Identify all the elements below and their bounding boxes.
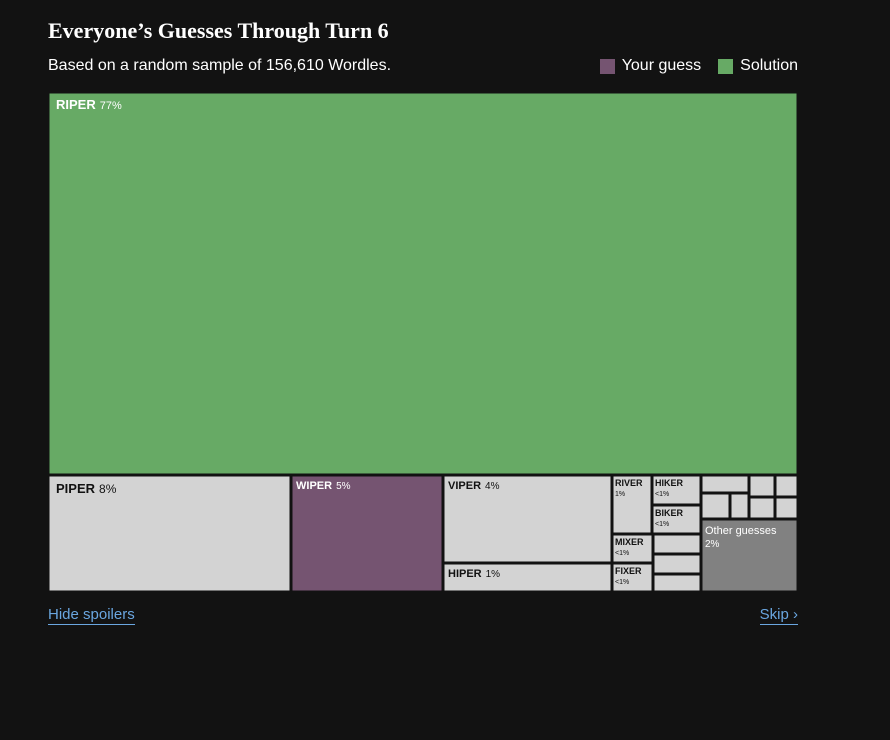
cell-pct-other-guesses: 2% <box>705 539 720 550</box>
treemap-cell-hiker <box>652 475 701 505</box>
treemap-cell-unlabeled-5 <box>749 475 775 497</box>
guesses-treemap: RIPER 77% PIPER 8% WIPER 5% VIPER 4% HIPER 1% RIVE… <box>48 92 798 592</box>
legend-item-solution: Solution <box>718 57 798 75</box>
treemap-cell-riper <box>48 92 798 475</box>
treemap-cell-other-guesses <box>701 519 798 592</box>
treemap-cell-viper <box>443 475 612 563</box>
cell-word-biker: BIKER <box>655 508 684 518</box>
legend: Your guess Solution <box>583 57 798 75</box>
page-subtitle: Based on a random sample of 156,610 Word… <box>48 57 392 74</box>
cell-word-river: RIVER <box>615 478 643 488</box>
legend-swatch-your-guess <box>599 58 615 74</box>
cell-pct-piper: 8% <box>99 482 117 496</box>
skip-link[interactable]: Skip › <box>759 606 798 625</box>
cell-pct-fixer: <1% <box>615 579 629 586</box>
treemap-cell-unlabeled-8 <box>730 493 749 519</box>
treemap-cell-unlabeled-1 <box>653 534 701 554</box>
hide-spoilers-link[interactable]: Hide spoilers <box>48 606 135 625</box>
cell-pct-wiper: 5% <box>336 481 351 492</box>
treemap-cell-hiper <box>443 563 612 592</box>
treemap-cell-fixer <box>612 563 653 592</box>
legend-item-your-guess: Your guess <box>599 57 702 75</box>
treemap-cell-unlabeled-9 <box>749 497 775 519</box>
treemap-cell-unlabeled-10 <box>775 497 798 519</box>
cell-pct-riper: 77% <box>100 100 122 112</box>
cell-pct-hiper: 1% <box>486 569 501 580</box>
cell-pct-viper: 4% <box>485 481 500 492</box>
cell-word-wiper: WIPER <box>296 480 332 492</box>
cell-word-viper: VIPER <box>448 480 481 492</box>
treemap-cell-mixer <box>612 534 653 563</box>
cell-pct-hiker: <1% <box>655 491 669 498</box>
treemap-cell-biker <box>652 505 701 534</box>
cell-pct-mixer: <1% <box>615 550 629 557</box>
cell-word-hiker: HIKER <box>655 478 684 488</box>
cell-pct-river: 1% <box>615 491 625 498</box>
treemap-cell-unlabeled-2 <box>653 554 701 574</box>
treemap-cell-wiper <box>291 475 443 592</box>
legend-swatch-solution <box>718 58 734 74</box>
cell-word-mixer: MIXER <box>615 537 644 547</box>
cell-word-fixer: FIXER <box>615 566 642 576</box>
treemap-cell-river <box>612 475 652 534</box>
cell-word-riper: RIPER <box>56 97 96 112</box>
cell-word-hiper: HIPER <box>448 568 482 580</box>
legend-label-solution: Solution <box>740 57 798 74</box>
treemap-cell-unlabeled-3 <box>653 574 701 592</box>
treemap-svg: RIPER 77% PIPER 8% WIPER 5% VIPER 4% HIPER 1% RIVE… <box>48 92 798 592</box>
cell-word-piper: PIPER <box>56 481 96 496</box>
treemap-cell-unlabeled-4 <box>701 475 749 493</box>
cell-pct-biker: <1% <box>655 521 669 528</box>
treemap-cell-unlabeled-6 <box>775 475 798 497</box>
treemap-cell-unlabeled-7 <box>701 493 730 519</box>
legend-label-your-guess: Your guess <box>621 57 702 74</box>
page-title: Everyone’s Guesses Through Turn 6 <box>48 18 389 43</box>
treemap-cell-piper <box>48 475 291 592</box>
cell-word-other-guesses: Other guesses <box>705 525 777 537</box>
